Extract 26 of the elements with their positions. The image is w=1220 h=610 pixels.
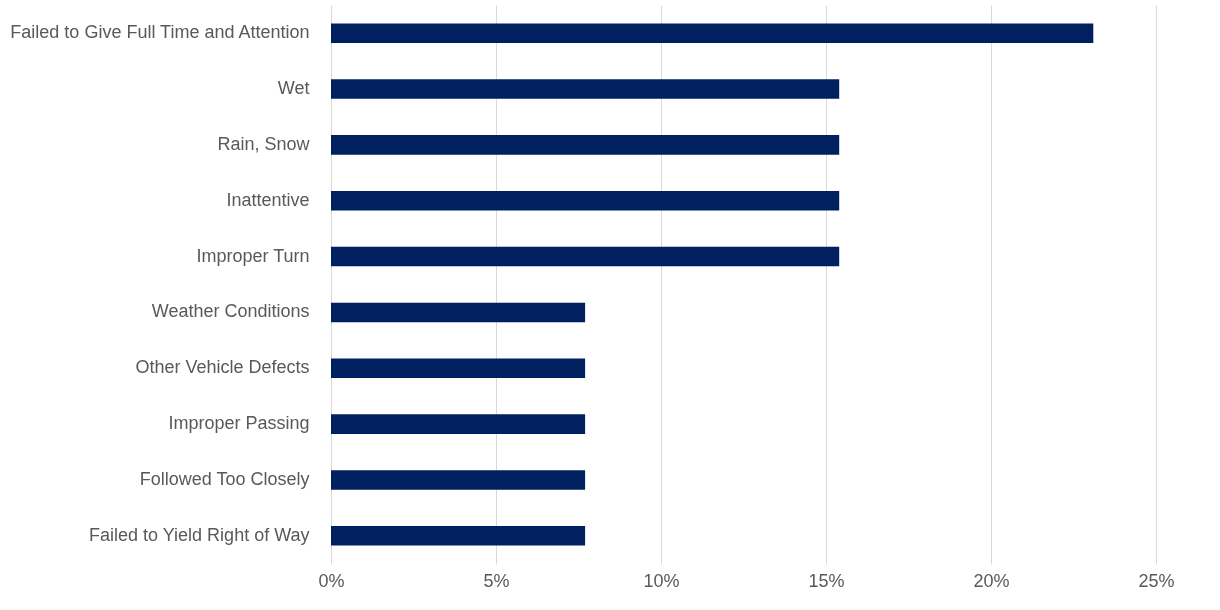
x-tick-label: 5% <box>483 570 510 591</box>
y-tick-label: Improper Passing <box>168 413 310 434</box>
x-tick-label: 15% <box>808 570 845 591</box>
bar <box>331 302 586 323</box>
bar <box>331 246 840 267</box>
y-tick-label: Wet <box>277 78 310 99</box>
y-tick-label: Followed Too Closely <box>139 468 310 489</box>
x-tick-label: 0% <box>318 570 345 591</box>
x-tick-label: 10% <box>643 570 680 591</box>
y-tick-label: Rain, Snow <box>217 133 311 154</box>
x-tick-label: 25% <box>1138 570 1175 591</box>
bar <box>331 414 586 434</box>
bar <box>331 358 586 379</box>
bar <box>331 470 586 490</box>
y-tick-label: Other Vehicle Defects <box>135 357 310 378</box>
bar <box>331 190 840 211</box>
y-tick-label: Improper Turn <box>196 245 310 266</box>
bar <box>331 79 840 99</box>
x-tick-label: 20% <box>973 570 1010 591</box>
bar <box>331 135 840 155</box>
y-tick-label: Failed to Yield Right of Way <box>89 524 310 545</box>
y-tick-label: Weather Conditions <box>151 301 310 322</box>
y-tick-label: Inattentive <box>226 189 310 210</box>
bar <box>331 526 586 546</box>
y-tick-label: Failed to Give Full Time and Attention <box>10 22 310 43</box>
bar <box>331 23 1094 43</box>
